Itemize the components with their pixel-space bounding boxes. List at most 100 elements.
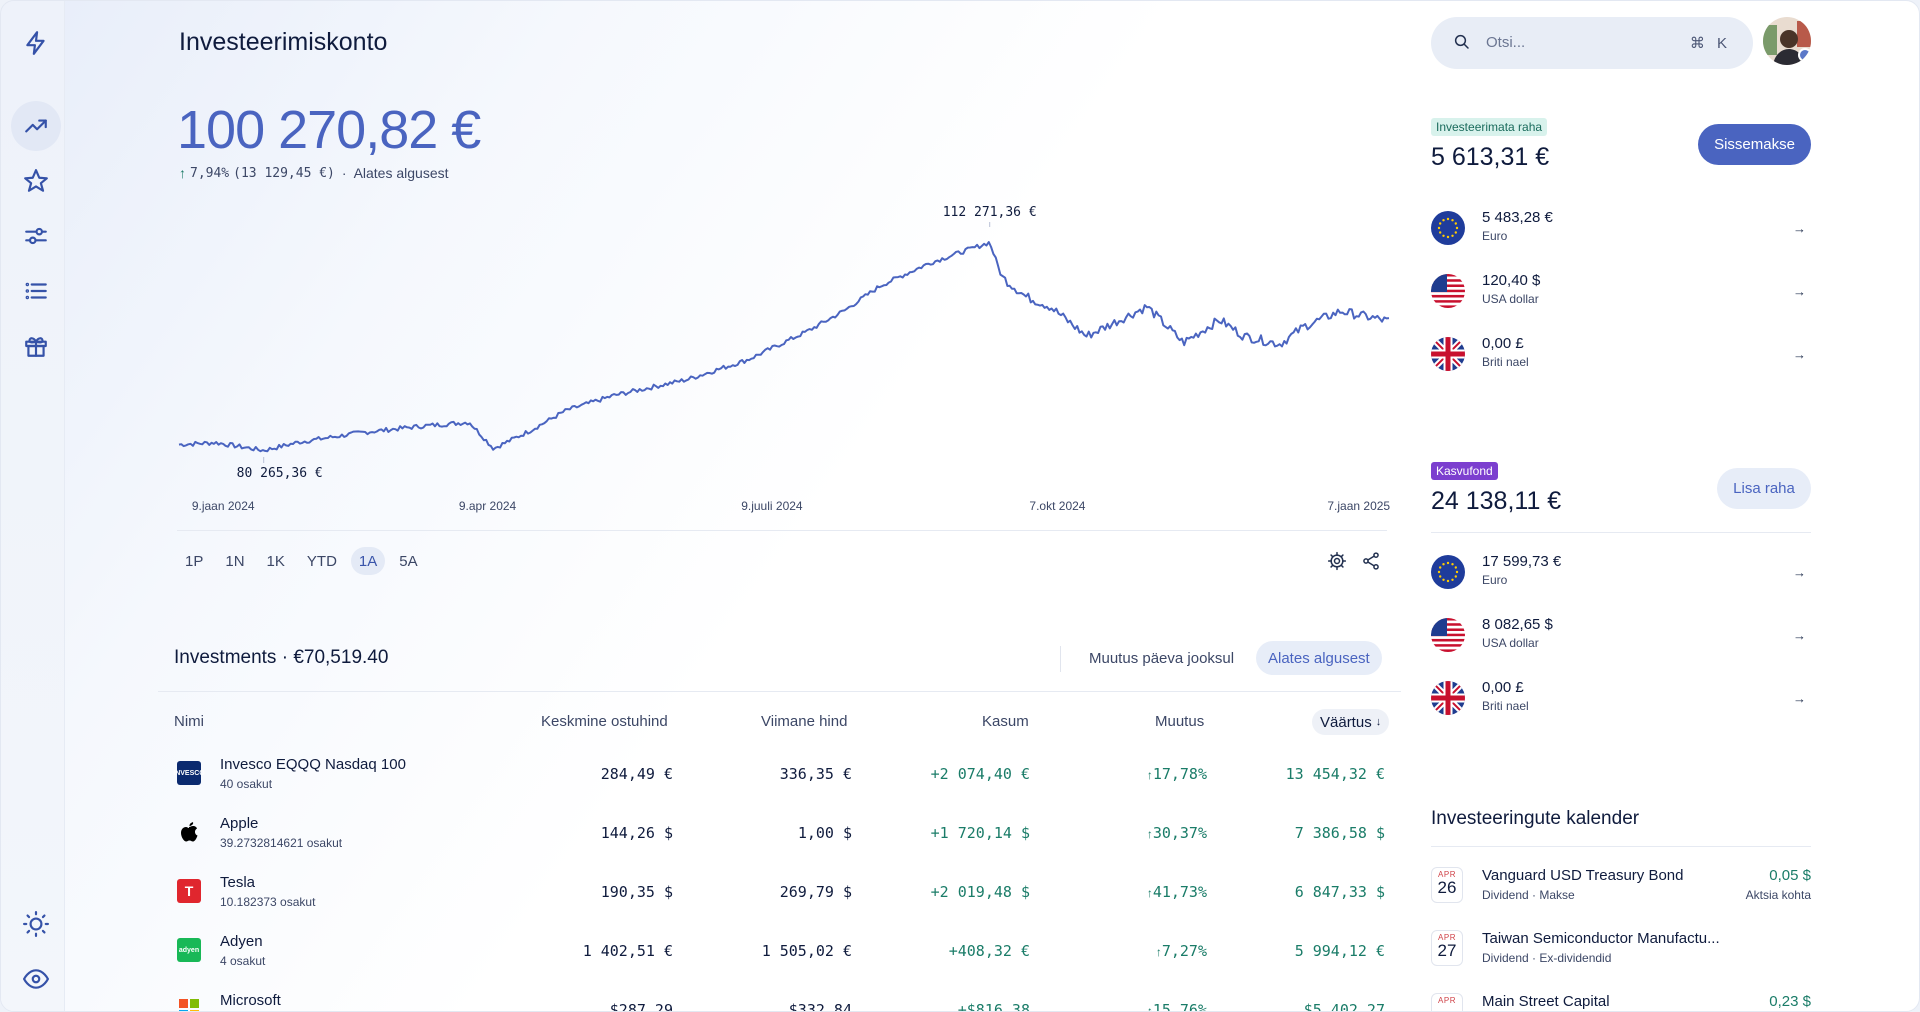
arrow-up-icon: ↑ bbox=[1146, 827, 1153, 841]
date-month: APR bbox=[1438, 996, 1456, 1005]
eu-flag-icon bbox=[1431, 555, 1465, 589]
trending-up-icon[interactable] bbox=[11, 101, 61, 151]
us-flag-icon bbox=[1431, 274, 1465, 308]
search-shortcut: ⌘ K bbox=[1689, 35, 1731, 52]
profit: +2 019,48 $ bbox=[930, 883, 1030, 901]
col-change[interactable]: Muutus bbox=[1155, 713, 1205, 730]
logo-text: adyen bbox=[178, 946, 200, 954]
col-avg[interactable]: Keskmine ostuhind bbox=[541, 713, 668, 730]
calendar-item[interactable]: APR Main Street Capital 0,23 $ bbox=[1431, 993, 1811, 1011]
date-badge: APR 26 bbox=[1431, 867, 1463, 903]
arrow-right-icon[interactable]: → bbox=[1793, 628, 1806, 643]
market-value: 6 847,33 $ bbox=[1294, 883, 1385, 901]
date-day: 26 bbox=[1437, 878, 1457, 897]
timeframe-1p[interactable]: 1P bbox=[185, 552, 204, 570]
change-value: 17,78% bbox=[1152, 765, 1207, 783]
change-value: 41,73% bbox=[1152, 883, 1207, 901]
arrow-up-icon: ↑ bbox=[1146, 886, 1153, 900]
table-row[interactable]: adyen Adyen 4 osakut 1 402,51 € 1 505,02 € +4… bbox=[1, 921, 1401, 979]
flag bbox=[1431, 555, 1465, 589]
sun-icon[interactable] bbox=[11, 899, 61, 949]
currency-row-eu[interactable]: 17 599,73 € Euro → bbox=[1431, 553, 1811, 603]
title-sep: · bbox=[281, 647, 294, 668]
search-bar[interactable]: Otsi... ⌘ K bbox=[1431, 17, 1753, 69]
col-value-sort[interactable]: Väärtus ↓ bbox=[1312, 709, 1390, 735]
date-month: APR bbox=[1438, 870, 1456, 879]
currency-row-us[interactable]: 120,40 $ USA dollar → bbox=[1431, 272, 1811, 322]
settings-icon[interactable] bbox=[1324, 548, 1350, 574]
date-day: 27 bbox=[1437, 941, 1457, 960]
currency-amount: 5 483,28 € bbox=[1482, 209, 1553, 226]
table-row[interactable]: T Tesla 10.182373 osakut 190,35 $ 269,79 $ +2… bbox=[1, 862, 1401, 920]
date-month: APR bbox=[1438, 933, 1456, 942]
profit: +408,32 € bbox=[948, 942, 1030, 960]
profit: +1 720,14 $ bbox=[930, 824, 1030, 842]
portfolio-chart[interactable]: 112 271,36 € 80 265,36 € 9.jaan 2024 9.apr … bbox=[173, 191, 1403, 536]
arrow-right-icon[interactable]: → bbox=[1793, 284, 1806, 299]
calendar-divider bbox=[1431, 846, 1811, 847]
flag bbox=[1431, 681, 1465, 715]
star-icon[interactable] bbox=[11, 156, 61, 206]
list-icon[interactable] bbox=[11, 266, 61, 316]
chart-divider bbox=[177, 530, 1387, 531]
timeframe-5a[interactable]: 5A bbox=[399, 552, 418, 570]
flag bbox=[1431, 618, 1465, 652]
arrow-right-icon[interactable]: → bbox=[1793, 347, 1806, 362]
holding-name: Tesla bbox=[220, 874, 256, 891]
currency-amount: 0,00 £ bbox=[1482, 679, 1524, 696]
min-value-label: 80 265,36 € bbox=[237, 466, 323, 481]
eye-icon[interactable] bbox=[11, 954, 61, 1004]
table-row[interactable]: Apple 39.2732814621 osakut 144,26 $ 1,00 $ +… bbox=[1, 803, 1401, 861]
currency-name: Euro bbox=[1482, 229, 1508, 243]
uninvested-label: Investeerimata raha bbox=[1431, 118, 1548, 136]
table-row[interactable]: INVESCO Invesco EQQQ Nasdaq 100 40 osakut 2… bbox=[1, 744, 1401, 802]
arrow-right-icon[interactable]: → bbox=[1793, 221, 1806, 236]
timeframe-1a[interactable]: 1A bbox=[350, 547, 386, 575]
arrow-up-icon: ↑ bbox=[1146, 1004, 1153, 1012]
logo-bolt-icon[interactable] bbox=[11, 18, 61, 68]
currency-row-gb[interactable]: 0,00 £ Briti nael → bbox=[1431, 335, 1811, 385]
event-name: Vanguard USD Treasury Bond bbox=[1482, 867, 1684, 884]
arrow-right-icon[interactable]: → bbox=[1793, 565, 1806, 580]
currency-name: USA dollar bbox=[1482, 292, 1539, 306]
series-line bbox=[178, 241, 1390, 453]
flag bbox=[1431, 337, 1465, 371]
sliders-icon[interactable] bbox=[11, 211, 61, 261]
avg-price: 1 402,51 € bbox=[582, 942, 673, 960]
col-profit[interactable]: Kasum bbox=[982, 713, 1029, 730]
search-icon bbox=[1454, 34, 1469, 49]
share-icon[interactable] bbox=[1358, 548, 1384, 574]
timeframe-1n[interactable]: 1N bbox=[225, 552, 245, 570]
currency-row-gb[interactable]: 0,00 £ Briti nael → bbox=[1431, 679, 1811, 729]
logo-text: T bbox=[184, 883, 194, 899]
event-type: Dividend · Ex-dividendid bbox=[1482, 951, 1612, 965]
date-badge: APR 27 bbox=[1431, 930, 1463, 966]
calendar-item[interactable]: APR 27 Taiwan Semiconductor Manufactu... Di… bbox=[1431, 930, 1811, 986]
table-row[interactable]: Microsoft $287,29 $332,84 +$816,38 ↑15,76% $5… bbox=[1, 980, 1401, 1012]
timeframe-selector: 1P 1N 1K YTD 1A 5A bbox=[177, 547, 426, 575]
currency-name: Euro bbox=[1482, 573, 1508, 587]
calendar-item[interactable]: APR 26 Vanguard USD Treasury Bond Dividend … bbox=[1431, 867, 1811, 923]
arrow-right-icon[interactable]: → bbox=[1793, 691, 1806, 706]
deposit-button[interactable]: Sissemakse bbox=[1698, 124, 1811, 165]
col-name[interactable]: Nimi bbox=[174, 713, 204, 730]
market-value: 13 454,32 € bbox=[1285, 765, 1385, 783]
arrow-up-icon: ↑ bbox=[1155, 945, 1162, 959]
seg-since-start[interactable]: Alates algusest bbox=[1256, 641, 1382, 675]
timeframe-ytd[interactable]: YTD bbox=[306, 552, 337, 570]
uninvested-total: 5 613,31 € bbox=[1431, 143, 1550, 171]
last-price: 1 505,02 € bbox=[761, 942, 852, 960]
currency-row-us[interactable]: 8 082,65 $ USA dollar → bbox=[1431, 616, 1811, 666]
col-last[interactable]: Viimane hind bbox=[761, 713, 848, 730]
currency-row-eu[interactable]: 5 483,28 € Euro → bbox=[1431, 209, 1811, 259]
gift-icon[interactable] bbox=[11, 321, 61, 371]
change-pct: 7,94% bbox=[190, 165, 230, 181]
seg-day-change[interactable]: Muutus päeva jooksul bbox=[1089, 649, 1235, 667]
add-money-button[interactable]: Lisa raha bbox=[1717, 468, 1811, 509]
market-value: 7 386,58 $ bbox=[1294, 824, 1385, 842]
company-logo bbox=[177, 820, 201, 844]
seg-divider bbox=[1060, 646, 1061, 672]
timeframe-1k[interactable]: 1K bbox=[266, 552, 285, 570]
event-value-note: Aktsia kohta bbox=[1745, 888, 1811, 902]
avatar[interactable] bbox=[1763, 17, 1811, 65]
